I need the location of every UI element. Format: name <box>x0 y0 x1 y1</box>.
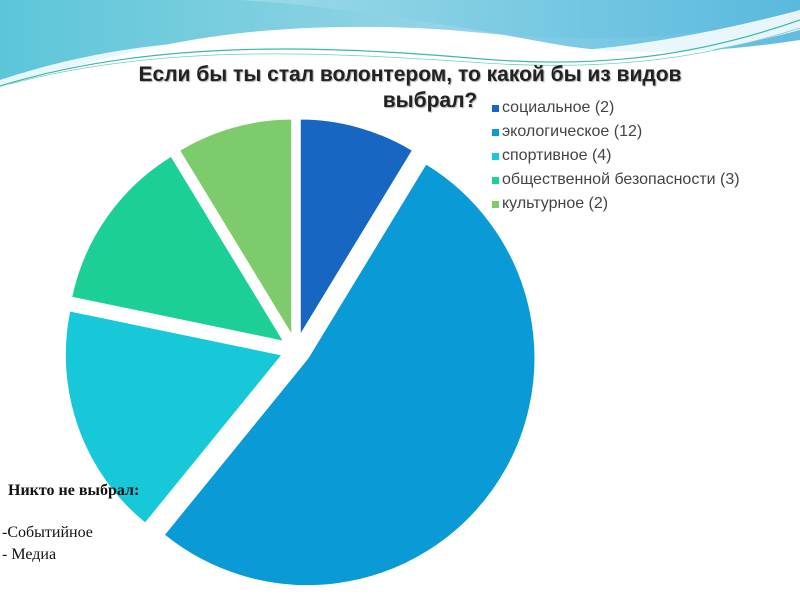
chart-title-line-1: Если бы ты стал волонтером, то какой бы … <box>138 63 682 86</box>
legend-item-public-safety: общественной безопасности (3) <box>492 170 792 190</box>
legend-label: социальное (2) <box>502 99 615 116</box>
pie-slice-ecological <box>162 161 537 587</box>
legend-swatch <box>492 200 499 208</box>
legend-item-sports: спортивное (4) <box>492 146 792 166</box>
note-item: - Медиа <box>2 546 57 563</box>
chart-title: Если бы ты стал волонтером, то какой бы … <box>60 62 760 114</box>
legend-label: общественной безопасности (3) <box>502 171 740 188</box>
pie-slice-public-safety <box>69 154 287 344</box>
pie-slice-sports <box>63 309 285 526</box>
legend-swatch <box>492 176 499 184</box>
legend-label: культурное (2) <box>502 195 609 212</box>
legend-swatch <box>492 152 499 160</box>
chart-legend: социальное (2) экологическое (12) спорти… <box>492 98 792 218</box>
legend-item-ecological: экологическое (12) <box>492 122 792 142</box>
pie-slice-social <box>298 117 415 341</box>
chart-title-line-2: выбрал? <box>382 89 478 112</box>
note-item: -Событийное <box>2 524 93 541</box>
legend-label: спортивное (4) <box>502 147 612 164</box>
pie-slice-cultural <box>177 117 294 341</box>
legend-item-social: социальное (2) <box>492 98 792 118</box>
legend-label: экологическое (12) <box>502 123 643 140</box>
legend-item-cultural: культурное (2) <box>492 194 792 214</box>
legend-swatch <box>492 128 499 136</box>
nobody-chose-note: Никто не выбрал: -Событийное - Медиа <box>2 480 139 566</box>
note-heading: Никто не выбрал: <box>8 482 140 499</box>
legend-swatch <box>492 104 499 112</box>
